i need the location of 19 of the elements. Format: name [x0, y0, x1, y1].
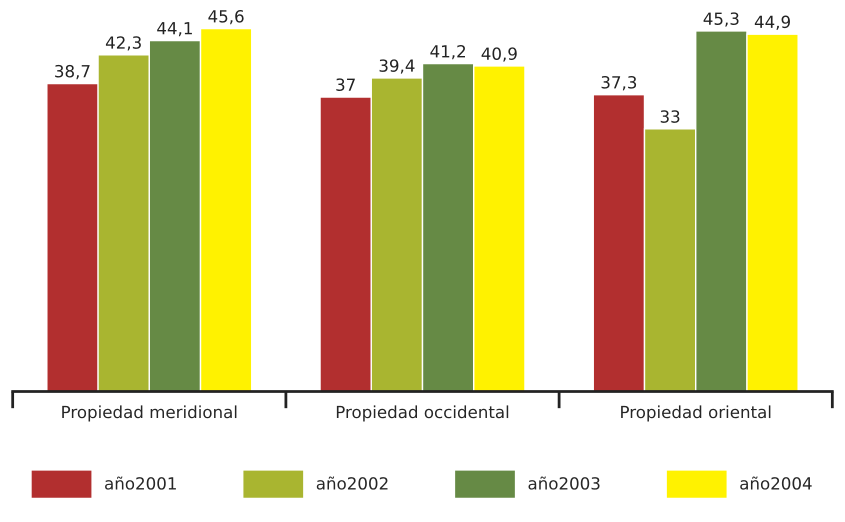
legend-label: año2002 [316, 476, 388, 490]
legend-label: año2004 [740, 476, 812, 490]
x-tick-label: Propiedad oriental [621, 405, 770, 422]
data-label: 45,6 [208, 10, 244, 24]
legend-label: año2003 [528, 476, 600, 490]
x-tick-label: Propiedad meridional [62, 405, 236, 422]
data-label: 44,9 [754, 16, 790, 30]
data-label: 44,1 [157, 22, 192, 36]
data-label: 40,9 [482, 47, 517, 62]
data-label: 37,3 [602, 76, 636, 90]
x-tick-label: Propiedad occidental [336, 405, 508, 422]
data-label: 41,2 [430, 44, 465, 60]
legend-label: año2001 [105, 476, 176, 490]
data-label: 39,4 [380, 59, 415, 74]
data-label: 33 [660, 110, 680, 123]
data-label: 42,3 [106, 36, 141, 51]
data-label: 45,3 [704, 12, 739, 27]
data-label: 37 [336, 78, 355, 92]
data-label: 38,7 [55, 64, 90, 80]
